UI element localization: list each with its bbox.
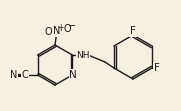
Text: +: +	[57, 23, 63, 32]
Text: C: C	[21, 70, 28, 80]
Text: F: F	[154, 63, 160, 73]
Text: N: N	[53, 26, 61, 36]
Text: F: F	[130, 26, 136, 36]
Text: −: −	[68, 21, 76, 31]
Text: NH: NH	[76, 51, 90, 59]
Text: N: N	[10, 70, 17, 80]
Text: N: N	[70, 70, 77, 80]
Text: O: O	[63, 24, 71, 34]
Text: O: O	[44, 27, 52, 37]
